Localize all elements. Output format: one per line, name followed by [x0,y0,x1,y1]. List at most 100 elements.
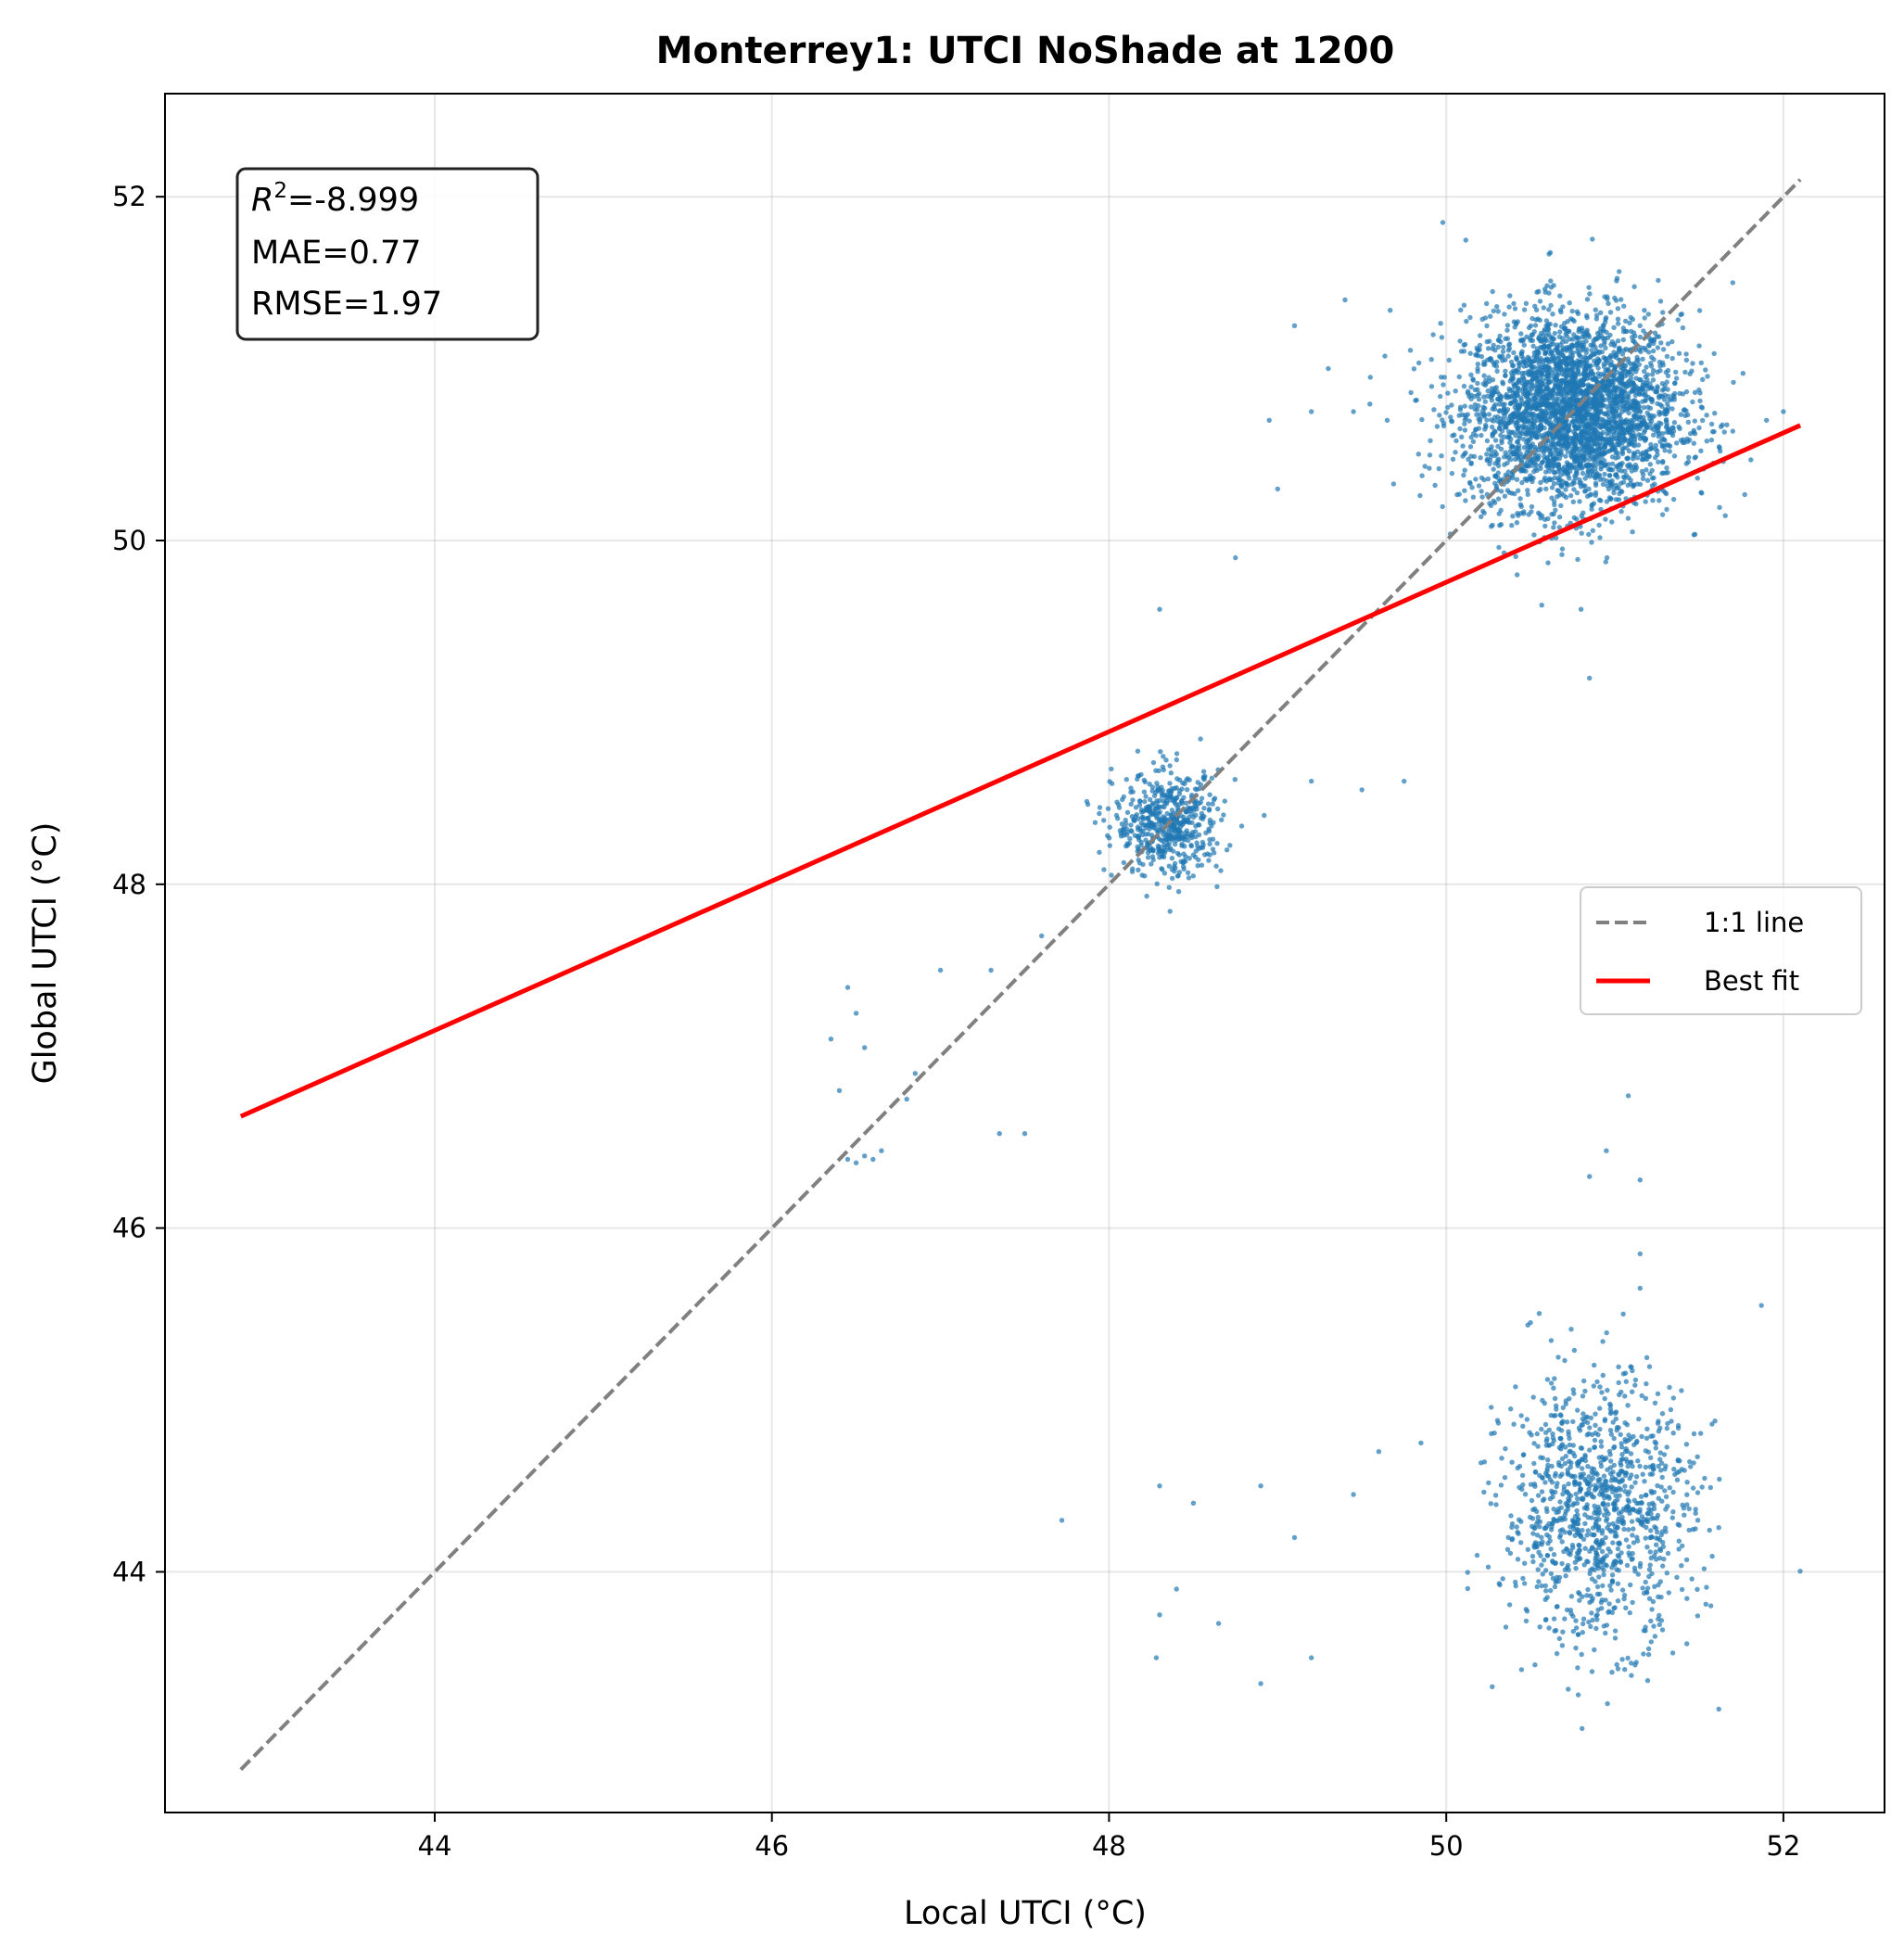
data-point [1549,395,1555,401]
data-point [1568,1548,1574,1554]
data-point [1724,422,1730,427]
data-point [1475,362,1481,367]
data-point [1560,1629,1566,1635]
data-point [1640,457,1646,463]
data-point [1476,483,1482,489]
data-point [1491,342,1496,349]
data-point [1649,399,1655,405]
data-point [1481,373,1487,378]
data-point [1620,398,1626,404]
data-point [1453,388,1458,394]
data-point [1629,388,1635,393]
data-point [1552,502,1557,508]
data-point [1560,1405,1567,1411]
data-point [1604,1329,1609,1336]
data-point [1684,1502,1690,1507]
data-point [1462,427,1468,433]
data-point [1530,1531,1536,1536]
data-point [1569,396,1575,401]
data-point [1570,499,1577,504]
data-point [1661,437,1667,442]
data-point [1639,1393,1644,1399]
data-point [1481,510,1487,516]
data-point [1530,375,1537,381]
data-point [1577,1428,1583,1433]
data-point [1656,498,1662,503]
data-point [1748,457,1754,463]
data-point [1559,1456,1566,1462]
data-point [1607,1410,1614,1417]
data-point [1176,791,1183,796]
data-point [1407,348,1414,353]
data-point [1606,395,1612,401]
data-point [1266,417,1272,423]
data-point [1671,1467,1677,1472]
data-point [1593,348,1600,354]
data-point [1572,443,1578,449]
data-point [1526,512,1531,517]
x-tick-label: 50 [1429,1830,1464,1862]
data-point [1468,434,1474,440]
data-point [1638,1521,1644,1527]
data-point [1581,1505,1588,1511]
data-point [1593,359,1600,365]
data-point [1638,345,1644,350]
data-point [1575,365,1581,371]
data-point [1493,483,1500,490]
data-point [1584,1558,1590,1564]
data-point [1658,340,1664,346]
data-point [1445,390,1451,396]
data-point [1685,412,1691,418]
data-point [1549,410,1555,415]
data-point [1526,324,1532,331]
data-point [1565,367,1570,374]
data-point [1648,1618,1654,1624]
data-point [1502,493,1508,499]
data-point [1585,1528,1592,1533]
data-point [1201,806,1207,811]
stats-r2-symbol: R [251,182,273,219]
data-point [1206,858,1212,863]
data-point [1542,286,1548,292]
data-point [1572,1473,1578,1480]
data-point [1548,1527,1555,1533]
data-point [1631,430,1636,436]
data-point [1518,1540,1524,1546]
data-point [1128,785,1134,791]
data-point [1180,820,1187,826]
x-tick-label: 52 [1766,1830,1800,1862]
data-point [1549,495,1555,501]
data-point [1611,1435,1617,1442]
data-point [1665,1550,1671,1557]
data-point [1668,1406,1674,1413]
data-point [1477,347,1482,352]
data-point [1604,1148,1609,1153]
data-point [1586,1619,1592,1625]
data-point [1533,317,1539,323]
data-point [1514,356,1519,362]
data-point [1584,359,1590,365]
data-point [1475,380,1480,387]
data-point [1206,828,1212,834]
data-point [1085,801,1091,808]
data-point [1516,513,1521,518]
data-point [1484,417,1490,423]
data-point [844,985,851,990]
data-point [1457,338,1463,344]
data-point [1510,514,1516,519]
data-point [1542,475,1548,481]
data-point [1670,1431,1676,1436]
data-point [1604,1518,1609,1523]
data-point [1169,856,1175,861]
data-point [1615,1546,1621,1552]
data-point [1537,1472,1542,1479]
data-point [1206,807,1212,812]
data-point [1525,369,1531,375]
data-point [1601,1558,1606,1563]
data-point [1160,854,1165,859]
data-point [1483,424,1489,430]
data-point [1457,404,1464,410]
data-point [1665,1420,1670,1427]
data-point [1702,1475,1707,1482]
